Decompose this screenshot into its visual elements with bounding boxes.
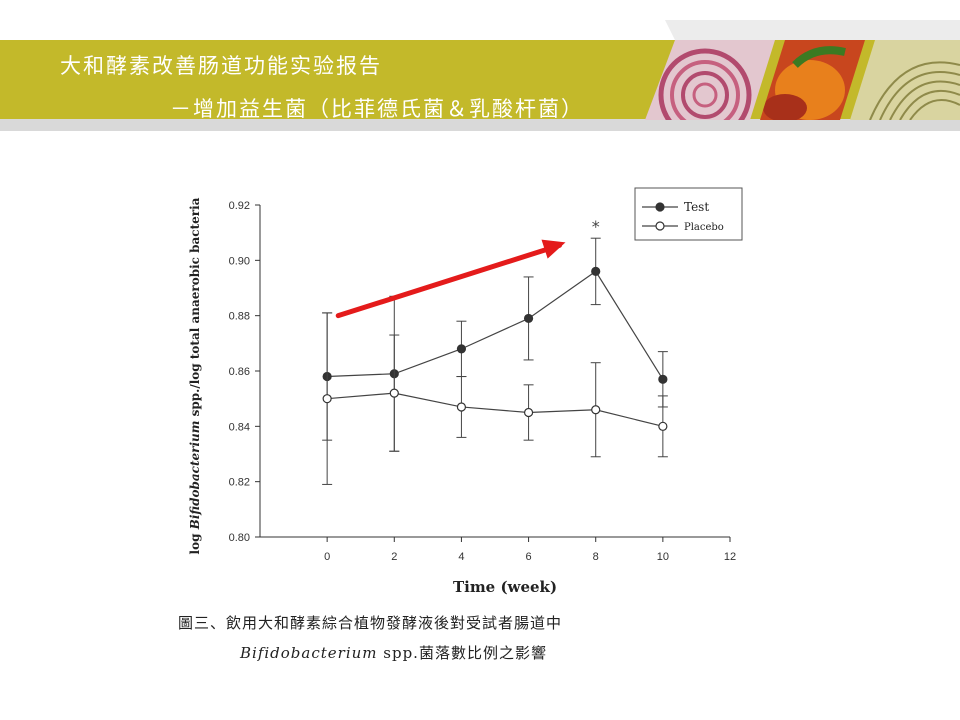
x-tick-label: 2 xyxy=(391,551,397,563)
legend: Test Placebo xyxy=(634,187,743,241)
y-tick-label: 0.92 xyxy=(229,200,250,212)
x-tick-label: 6 xyxy=(526,551,532,563)
x-axis-label: Time (week) xyxy=(453,578,557,596)
page-subtitle: －增加益生菌（比菲德氏菌＆乳酸杆菌） xyxy=(170,97,584,121)
caption-genus-name: Bifidobacterium xyxy=(240,644,378,662)
bifidobacterium-line-chart: 0.80 0.82 0.84 0.86 0.88 0.90 0.92 0 2 4 6 8 10 12 Tim… xyxy=(188,187,743,596)
placebo-point xyxy=(591,405,601,415)
caption-rest: spp.菌落數比例之影響 xyxy=(377,644,547,662)
x-tick-label: 8 xyxy=(593,551,599,563)
test-point xyxy=(658,374,668,384)
figure-caption-line2: Bifidobacterium spp.菌落數比例之影響 xyxy=(240,642,547,663)
series-placebo xyxy=(322,312,668,485)
test-point xyxy=(456,344,467,354)
legend-label-placebo: Placebo xyxy=(684,222,724,233)
title-banner-strip xyxy=(0,119,960,131)
test-line xyxy=(327,270,664,380)
y-tick-label: 0.84 xyxy=(229,421,250,433)
y-axis-label: log Bifidobacterium spp./log total anaer… xyxy=(188,197,202,554)
y-tick-label: 0.90 xyxy=(229,255,250,267)
y-tick-label: 0.86 xyxy=(229,366,250,378)
legend-marker-test xyxy=(655,202,665,212)
trend-arrow-shaft xyxy=(335,242,562,319)
figure-caption-line1: 圖三、飲用大和酵素綜合植物發酵液後對受試者腸道中 xyxy=(178,614,563,632)
page-title: 大和酵素改善肠道功能实验报告 xyxy=(60,54,382,78)
test-point xyxy=(523,313,534,324)
placebo-point xyxy=(658,421,668,431)
placebo-line xyxy=(327,392,664,427)
trend-arrow-head xyxy=(541,239,566,259)
x-tick-label: 12 xyxy=(724,551,736,563)
y-tick-label: 0.80 xyxy=(229,532,250,544)
x-tick-label: 0 xyxy=(324,551,330,563)
placebo-point xyxy=(389,388,399,398)
legend-label-test: Test xyxy=(684,200,709,214)
x-tick-label: 4 xyxy=(458,551,464,563)
y-tick-label: 0.88 xyxy=(229,311,250,323)
test-point xyxy=(591,266,601,277)
placebo-point xyxy=(456,402,467,412)
legend-box xyxy=(634,187,743,241)
placebo-point xyxy=(322,394,332,404)
series-test xyxy=(322,237,668,452)
y-tick-label: 0.82 xyxy=(229,477,250,489)
x-tick-label: 10 xyxy=(657,551,669,563)
significance-asterisk: * xyxy=(592,217,600,236)
legend-marker-placebo xyxy=(655,221,665,231)
decorative-food-photo-strip xyxy=(645,20,960,120)
mushroom-photo xyxy=(850,40,960,120)
placebo-point xyxy=(523,407,534,418)
